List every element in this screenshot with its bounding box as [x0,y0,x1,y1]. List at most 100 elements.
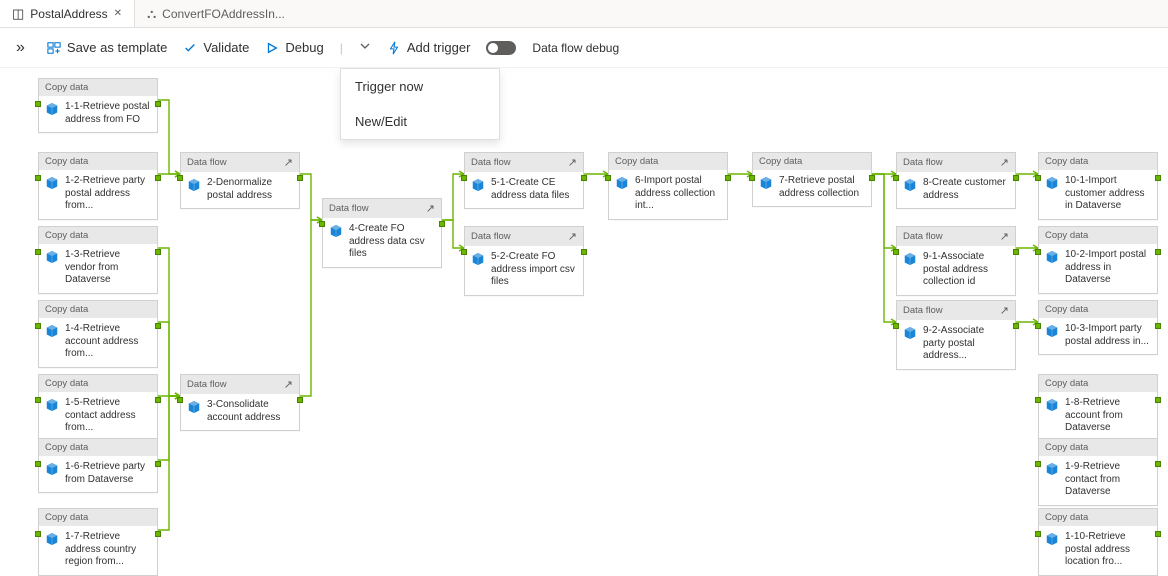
validate-button[interactable]: Validate [183,40,249,55]
expand-icon[interactable]: ↗ [284,156,293,169]
node-n7[interactable]: Copy data7-Retrieve postal address colle… [752,152,872,207]
output-port[interactable] [1155,323,1161,329]
node-body: 5-2-Create FO address import csv files [465,246,583,295]
node-n4[interactable]: Data flow↗4-Create FO address data csv f… [322,198,442,268]
input-port[interactable] [35,101,41,107]
node-n2[interactable]: Data flow↗2-Denormalize postal address [180,152,300,209]
data-flow-debug-toggle[interactable] [486,41,516,55]
node-n8[interactable]: Data flow↗8-Create customer address [896,152,1016,209]
output-port[interactable] [1155,175,1161,181]
input-port[interactable] [461,249,467,255]
input-port[interactable] [35,531,41,537]
expand-icon[interactable]: ↗ [426,202,435,215]
input-port[interactable] [893,323,899,329]
new-edit-item[interactable]: New/Edit [341,104,499,139]
node-n5_1[interactable]: Data flow↗5-1-Create CE address data fil… [464,152,584,209]
input-port[interactable] [605,175,611,181]
node-n10_2[interactable]: Copy data10-2-Import postal address in D… [1038,226,1158,294]
node-n1_4[interactable]: Copy data1-4-Retrieve account address fr… [38,300,158,368]
validate-label: Validate [203,40,249,55]
node-n1_2[interactable]: Copy data1-2-Retrieve party postal addre… [38,152,158,220]
output-port[interactable] [581,175,587,181]
input-port[interactable] [319,221,325,227]
expand-icon[interactable]: ↗ [1000,156,1009,169]
debug-button[interactable]: Debug [265,40,323,55]
node-n1_5[interactable]: Copy data1-5-Retrieve contact address fr… [38,374,158,442]
add-trigger-button[interactable]: Add trigger [387,40,471,55]
input-port[interactable] [1035,461,1041,467]
node-n1_8[interactable]: Copy data1-8-Retrieve account from Datav… [1038,374,1158,442]
pipeline-canvas[interactable]: Copy data1-1-Retrieve postal address fro… [0,68,1168,576]
output-port[interactable] [155,397,161,403]
add-trigger-label: Add trigger [407,40,471,55]
output-port[interactable] [1155,249,1161,255]
input-port[interactable] [1035,249,1041,255]
expand-icon[interactable]: ↗ [568,230,577,243]
expand-panel-icon[interactable]: » [10,35,31,61]
node-n1_3[interactable]: Copy data1-3-Retrieve vendor from Datave… [38,226,158,294]
input-port[interactable] [35,323,41,329]
node-n1_9[interactable]: Copy data1-9-Retrieve contact from Datav… [1038,438,1158,506]
tab-convertfoaddress[interactable]: ⛬ ConvertFOAddressIn... [135,0,297,27]
output-port[interactable] [581,249,587,255]
node-n10_1[interactable]: Copy data10-1-Import customer address in… [1038,152,1158,220]
save-as-template-button[interactable]: Save as template [47,40,167,55]
output-port[interactable] [869,175,875,181]
node-n3[interactable]: Data flow↗3-Consolidate account address [180,374,300,431]
input-port[interactable] [35,461,41,467]
tab-label: PostalAddress [30,7,107,21]
pipeline-icon: ◫ [12,6,24,22]
output-port[interactable] [1013,323,1019,329]
node-label: 5-2-Create FO address import csv files [491,251,577,289]
trigger-now-item[interactable]: Trigger now [341,69,499,104]
output-port[interactable] [155,461,161,467]
output-port[interactable] [155,323,161,329]
output-port[interactable] [155,531,161,537]
output-port[interactable] [155,101,161,107]
node-n10_3[interactable]: Copy data10-3-Import party postal addres… [1038,300,1158,355]
check-icon [183,41,197,55]
input-port[interactable] [1035,323,1041,329]
input-port[interactable] [893,249,899,255]
output-port[interactable] [1013,249,1019,255]
output-port[interactable] [725,175,731,181]
tab-postaladdress[interactable]: ◫ PostalAddress ✕ [0,0,135,27]
output-port[interactable] [155,249,161,255]
input-port[interactable] [1035,531,1041,537]
output-port[interactable] [155,175,161,181]
output-port[interactable] [439,221,445,227]
input-port[interactable] [35,397,41,403]
output-port[interactable] [1155,531,1161,537]
node-n6[interactable]: Copy data6-Import postal address collect… [608,152,728,220]
expand-icon[interactable]: ↗ [1000,230,1009,243]
node-n5_2[interactable]: Data flow↗5-2-Create FO address import c… [464,226,584,296]
input-port[interactable] [893,175,899,181]
input-port[interactable] [35,249,41,255]
input-port[interactable] [749,175,755,181]
input-port[interactable] [177,397,183,403]
node-n1_7[interactable]: Copy data1-7-Retrieve address country re… [38,508,158,576]
node-n1_6[interactable]: Copy data1-6-Retrieve party from Dataver… [38,438,158,493]
input-port[interactable] [35,175,41,181]
output-port[interactable] [1013,175,1019,181]
node-n9_1[interactable]: Data flow↗9-1-Associate postal address c… [896,226,1016,296]
input-port[interactable] [177,175,183,181]
activity-icon [187,400,201,414]
node-label: 6-Import postal address collection int..… [635,175,721,213]
node-n9_2[interactable]: Data flow↗9-2-Associate party postal add… [896,300,1016,370]
node-header: Copy data [39,509,157,526]
input-port[interactable] [1035,175,1041,181]
node-n1_1[interactable]: Copy data1-1-Retrieve postal address fro… [38,78,158,133]
node-n1_10[interactable]: Copy data1-10-Retrieve postal address lo… [1038,508,1158,576]
input-port[interactable] [461,175,467,181]
expand-icon[interactable]: ↗ [1000,304,1009,317]
chevron-down-icon[interactable] [359,40,371,55]
close-icon[interactable]: ✕ [114,8,122,19]
expand-icon[interactable]: ↗ [284,378,293,391]
output-port[interactable] [1155,397,1161,403]
output-port[interactable] [297,397,303,403]
output-port[interactable] [297,175,303,181]
input-port[interactable] [1035,397,1041,403]
output-port[interactable] [1155,461,1161,467]
expand-icon[interactable]: ↗ [568,156,577,169]
